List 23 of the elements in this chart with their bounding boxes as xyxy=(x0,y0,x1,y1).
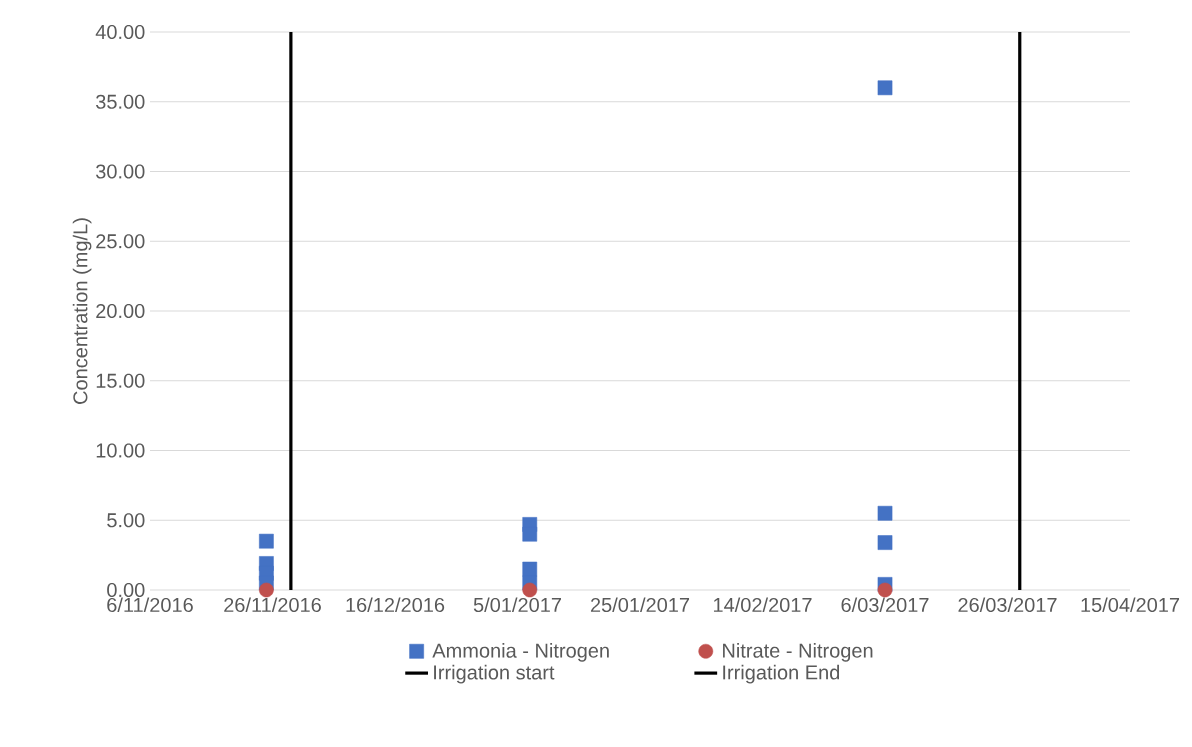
x-tick-label: 16/12/2016 xyxy=(346,597,445,613)
y-tick-label: 40.00 xyxy=(95,24,145,40)
x-tick-label: 25/01/2017 xyxy=(590,597,690,613)
x-tick-label: 5/01/2017 xyxy=(473,597,561,613)
y-tick-label: 25.00 xyxy=(96,234,145,249)
y-tick-label: 30.00 xyxy=(96,164,145,179)
y-tick-label: 15.00 xyxy=(96,373,145,388)
y-axis-title: Concentration (mg/L) xyxy=(72,218,92,404)
legend-label: Ammonia - Nitrogen xyxy=(432,643,609,662)
legend-label: Irrigation start xyxy=(434,664,555,684)
y-tick-label: 0.00 xyxy=(107,582,145,598)
y-tick-label: 10.00 xyxy=(96,443,145,458)
legend-label: Nitrate - Nitrogen xyxy=(723,643,873,662)
y-tick-label: 35.00 xyxy=(96,94,145,109)
x-tick-label: 6/11/2016 xyxy=(107,597,193,613)
y-tick-label: 20.00 xyxy=(96,303,145,319)
legend-label: Irrigation End xyxy=(723,664,840,684)
x-tick-label: 26/11/2016 xyxy=(224,597,321,613)
x-tick-label: 15/04/2017 xyxy=(1081,597,1180,613)
x-tick-label: 26/03/2017 xyxy=(958,597,1057,613)
x-tick-label: 14/02/2017 xyxy=(713,597,812,613)
y-tick-label: 5.00 xyxy=(107,513,145,528)
x-tick-label: 6/03/2017 xyxy=(841,597,929,613)
